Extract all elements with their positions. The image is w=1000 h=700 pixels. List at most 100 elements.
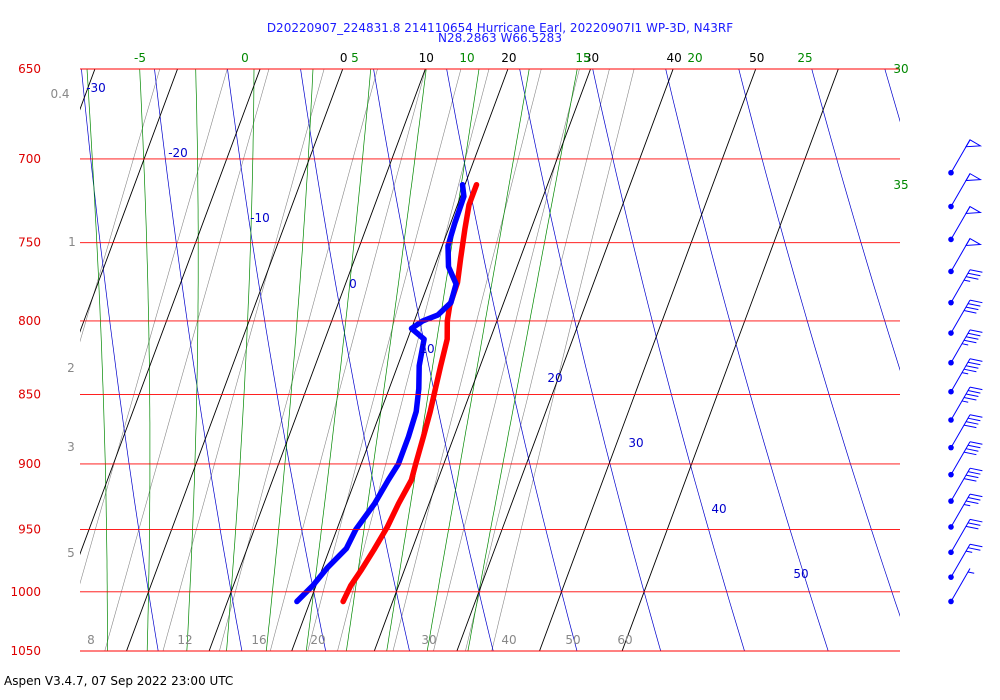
isotherm-line bbox=[80, 69, 261, 556]
mixing-ratio-label: 5 bbox=[67, 546, 75, 560]
wind-barb bbox=[948, 329, 983, 366]
wind-barb bbox=[948, 568, 975, 605]
moist-adiabat-line bbox=[186, 69, 199, 651]
moist-adiabat-line bbox=[426, 69, 530, 651]
moist-adiabat-line bbox=[226, 69, 255, 651]
mixing-ratio-label: 0.4 bbox=[50, 87, 69, 101]
dry-adiabat-label: 10 bbox=[419, 342, 434, 356]
dry-adiabat-line bbox=[738, 69, 900, 617]
moist-adiabat-line bbox=[265, 69, 314, 651]
isobar-label: 750 bbox=[18, 236, 41, 250]
dewpoint-profile bbox=[294, 181, 467, 605]
mixing-ratio-label: 3 bbox=[67, 440, 75, 454]
mixing-ratio-label: 40 bbox=[501, 633, 516, 647]
moist-adiabat-line bbox=[86, 69, 108, 651]
footer-version: Aspen V3.4.7, 07 Sep 2022 23:00 UTC bbox=[4, 674, 234, 688]
isotherm-line bbox=[80, 69, 178, 333]
wind-barb bbox=[948, 172, 983, 210]
wind-barb bbox=[948, 139, 983, 176]
isotherm-line bbox=[208, 69, 426, 651]
dry-adiabat-line bbox=[81, 69, 159, 651]
dry-adiabat-label: 0 bbox=[349, 277, 357, 291]
mixing-ratio-line bbox=[80, 69, 161, 343]
dry-adiabat-label: -30 bbox=[86, 81, 106, 95]
dry-adiabat-line bbox=[519, 69, 662, 651]
wind-barb bbox=[948, 518, 983, 556]
moist-adiabat-label: 30 bbox=[893, 62, 908, 76]
moist-adiabat-label: 0 bbox=[241, 51, 249, 65]
isotherm-label: 30 bbox=[584, 51, 599, 65]
mixing-ratio-label: 30 bbox=[421, 633, 436, 647]
mixing-ratio-line bbox=[80, 69, 228, 585]
isotherm-line bbox=[291, 69, 509, 651]
isobar-label: 1000 bbox=[10, 585, 41, 599]
isobar-label: 650 bbox=[18, 62, 41, 76]
dry-adiabat-label: -20 bbox=[168, 146, 188, 160]
mixing-ratio-line bbox=[162, 69, 325, 651]
moist-adiabat-line bbox=[467, 69, 578, 651]
dry-adiabat-label: 30 bbox=[628, 436, 643, 450]
isotherm-line bbox=[0, 50, 19, 651]
isotherm-line bbox=[456, 69, 674, 651]
moist-adiabat-label: 35 bbox=[893, 178, 908, 192]
wind-barb bbox=[948, 299, 983, 336]
moist-adiabat-label: 5 bbox=[351, 51, 359, 65]
moist-adiabat-label: 20 bbox=[687, 51, 702, 65]
dry-adiabat-label: 40 bbox=[711, 502, 726, 516]
mixing-ratio-label: 16 bbox=[251, 633, 266, 647]
isobar-label: 700 bbox=[18, 152, 41, 166]
wind-barb bbox=[948, 358, 983, 395]
mixing-ratio-line bbox=[392, 69, 542, 651]
mixing-ratio-line bbox=[0, 50, 83, 651]
isobar-label: 900 bbox=[18, 457, 41, 471]
temperature-profile bbox=[340, 181, 480, 605]
isobar-label: 950 bbox=[18, 523, 41, 537]
dry-adiabat-line bbox=[7, 50, 75, 651]
moist-adiabat-line bbox=[37, 50, 68, 651]
mixing-ratio-line bbox=[104, 69, 270, 651]
mixing-ratio-label: 50 bbox=[565, 633, 580, 647]
isobar-label: 800 bbox=[18, 314, 41, 328]
wind-barb bbox=[948, 493, 983, 530]
dry-adiabat-line bbox=[884, 69, 900, 123]
wind-barb bbox=[948, 205, 983, 243]
wind-barbs bbox=[948, 139, 983, 605]
isotherm-line bbox=[621, 69, 839, 651]
moist-adiabat-line bbox=[305, 69, 372, 651]
mixing-ratio-label: 20 bbox=[310, 633, 325, 647]
isotherm-line bbox=[539, 69, 757, 651]
dry-adiabat-line bbox=[227, 69, 327, 651]
dry-adiabat-line bbox=[952, 50, 1000, 651]
wind-barb bbox=[948, 269, 983, 306]
mixing-ratio-line bbox=[491, 69, 635, 651]
isotherm-label: 20 bbox=[501, 51, 516, 65]
isotherm-label: 40 bbox=[666, 51, 681, 65]
isotherm-label: 10 bbox=[419, 51, 434, 65]
mixing-ratio-label: 8 bbox=[87, 633, 95, 647]
isotherm-label: 0 bbox=[340, 51, 348, 65]
mixing-ratio-line bbox=[433, 69, 580, 651]
dry-adiabat-label: -10 bbox=[250, 211, 270, 225]
moist-adiabat-line bbox=[346, 69, 427, 651]
dry-adiabat-line bbox=[300, 69, 410, 651]
moist-adiabat-label: 15 bbox=[575, 51, 590, 65]
mixing-ratio-label: 1 bbox=[68, 235, 76, 249]
mixing-ratio-label: 12 bbox=[177, 633, 192, 647]
mixing-ratio-label: 60 bbox=[617, 633, 632, 647]
wind-barb bbox=[948, 467, 983, 504]
isobar-label: 850 bbox=[18, 388, 41, 402]
mixing-ratio-line bbox=[465, 69, 610, 651]
dry-adiabat-label: 50 bbox=[793, 567, 808, 581]
moist-adiabat-line bbox=[139, 69, 151, 651]
wind-barb bbox=[948, 441, 983, 478]
wind-barb bbox=[948, 543, 983, 580]
mixing-ratio-line bbox=[219, 69, 378, 651]
isobar-label: 1050 bbox=[10, 644, 41, 658]
wind-barb bbox=[948, 386, 983, 423]
moist-adiabat-label: 25 bbox=[797, 51, 812, 65]
dry-adiabat-line bbox=[811, 69, 900, 371]
isotherm-line bbox=[126, 69, 344, 651]
wind-barb bbox=[948, 237, 983, 275]
dry-adiabat-line bbox=[446, 69, 578, 651]
